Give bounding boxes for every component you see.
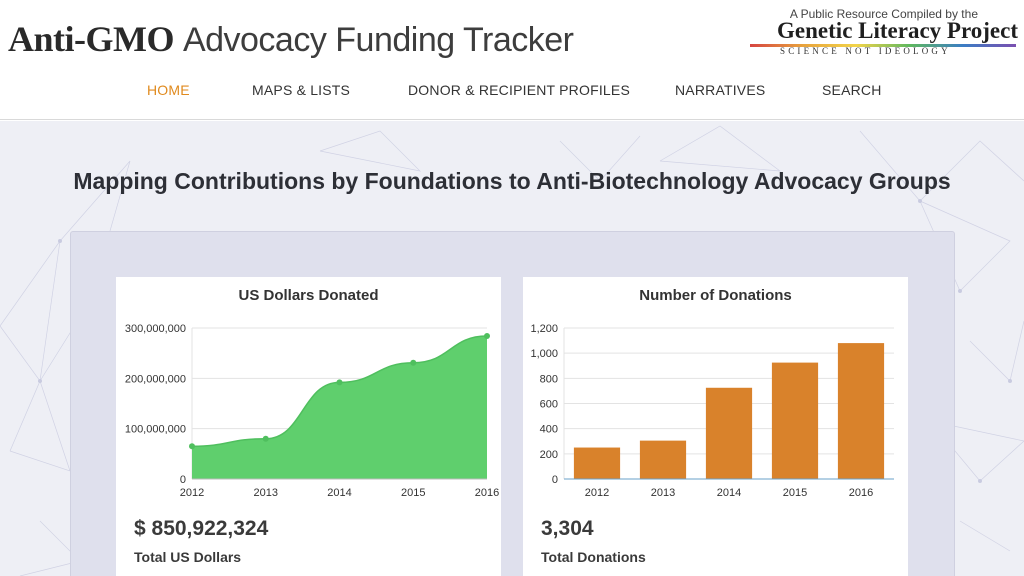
y-tick-label: 800 <box>540 373 558 385</box>
nav-narratives[interactable]: NARRATIVES <box>675 82 766 98</box>
y-tick-label: 200,000,000 <box>125 373 186 385</box>
nav-maps-lists[interactable]: MAPS & LISTS <box>252 82 351 98</box>
data-point <box>189 443 195 450</box>
site-title-light: Advocacy Funding Tracker <box>182 21 574 59</box>
total-donations-label: Total Donations <box>541 549 646 565</box>
data-point <box>262 435 269 442</box>
nav-donor-recipient-profiles[interactable]: DONOR & RECIPIENT PROFILES <box>408 82 630 98</box>
compiled-by-text: A Public Resource Compiled by the <box>789 7 978 21</box>
y-tick-label: 600 <box>540 399 558 411</box>
donations-card-title: Number of Donations <box>639 287 792 304</box>
dollars-card: US Dollars Donated 0 100,000,000 200,000,0… <box>116 277 501 576</box>
nav-home[interactable]: HOME <box>147 82 190 98</box>
bar <box>573 447 621 479</box>
total-dollars-value: $ 850,922,324 <box>134 517 269 540</box>
site-header: Anti-GMO Advocacy Funding Tracker A Publ… <box>0 0 1024 120</box>
page-title: Mapping Contributions by Foundations to … <box>73 168 951 194</box>
nav-search[interactable]: SEARCH <box>822 82 882 98</box>
bar <box>771 362 819 479</box>
x-tick-label: 2014 <box>327 487 351 499</box>
total-dollars-label: Total US Dollars <box>134 549 242 565</box>
dollars-area-chart: 0 100,000,000 200,000,000 300,000,000 2012 20… <box>125 323 499 499</box>
bar <box>705 387 753 479</box>
dollars-card-title: US Dollars Donated <box>238 287 379 304</box>
y-tick-label: 1,200 <box>530 323 558 335</box>
area-fill <box>192 336 487 479</box>
y-tick-label: 1,000 <box>530 348 558 360</box>
x-tick-label: 2014 <box>717 487 741 499</box>
x-tick-label: 2016 <box>475 487 499 499</box>
y-tick-label: 0 <box>552 474 558 486</box>
y-tick-label: 0 <box>180 474 186 486</box>
site-title-bold: Anti-GMO <box>8 19 174 59</box>
data-point <box>410 359 417 366</box>
donations-card: Number of Donations 0 200 400 600 800 1,000 1,… <box>523 277 908 576</box>
glp-logo[interactable]: Genetic Literacy Project <box>777 18 1018 43</box>
y-tick-label: 100,000,000 <box>125 424 186 436</box>
x-tick-label: 2012 <box>180 487 204 499</box>
data-point <box>484 333 490 340</box>
total-donations-value: 3,304 <box>541 517 594 540</box>
x-tick-label: 2015 <box>401 487 425 499</box>
x-tick-label: 2013 <box>651 487 675 499</box>
donations-bar-chart: 0 200 400 600 800 1,000 1,200 2012 2013 2014 2015 2… <box>530 323 894 499</box>
data-point <box>336 379 343 386</box>
bar <box>837 343 885 479</box>
x-tick-label: 2013 <box>254 487 278 499</box>
x-tick-label: 2016 <box>849 487 873 499</box>
y-tick-label: 300,000,000 <box>125 323 186 335</box>
y-tick-label: 400 <box>540 424 558 436</box>
y-tick-label: 200 <box>540 449 558 461</box>
x-tick-label: 2015 <box>783 487 807 499</box>
site-title[interactable]: Anti-GMO Advocacy Funding Tracker <box>8 18 574 60</box>
bar <box>639 440 687 479</box>
glp-tagline: SCIENCE NOT IDEOLOGY <box>780 46 951 56</box>
x-tick-label: 2012 <box>585 487 609 499</box>
glp-logo-stripe <box>750 44 1016 47</box>
